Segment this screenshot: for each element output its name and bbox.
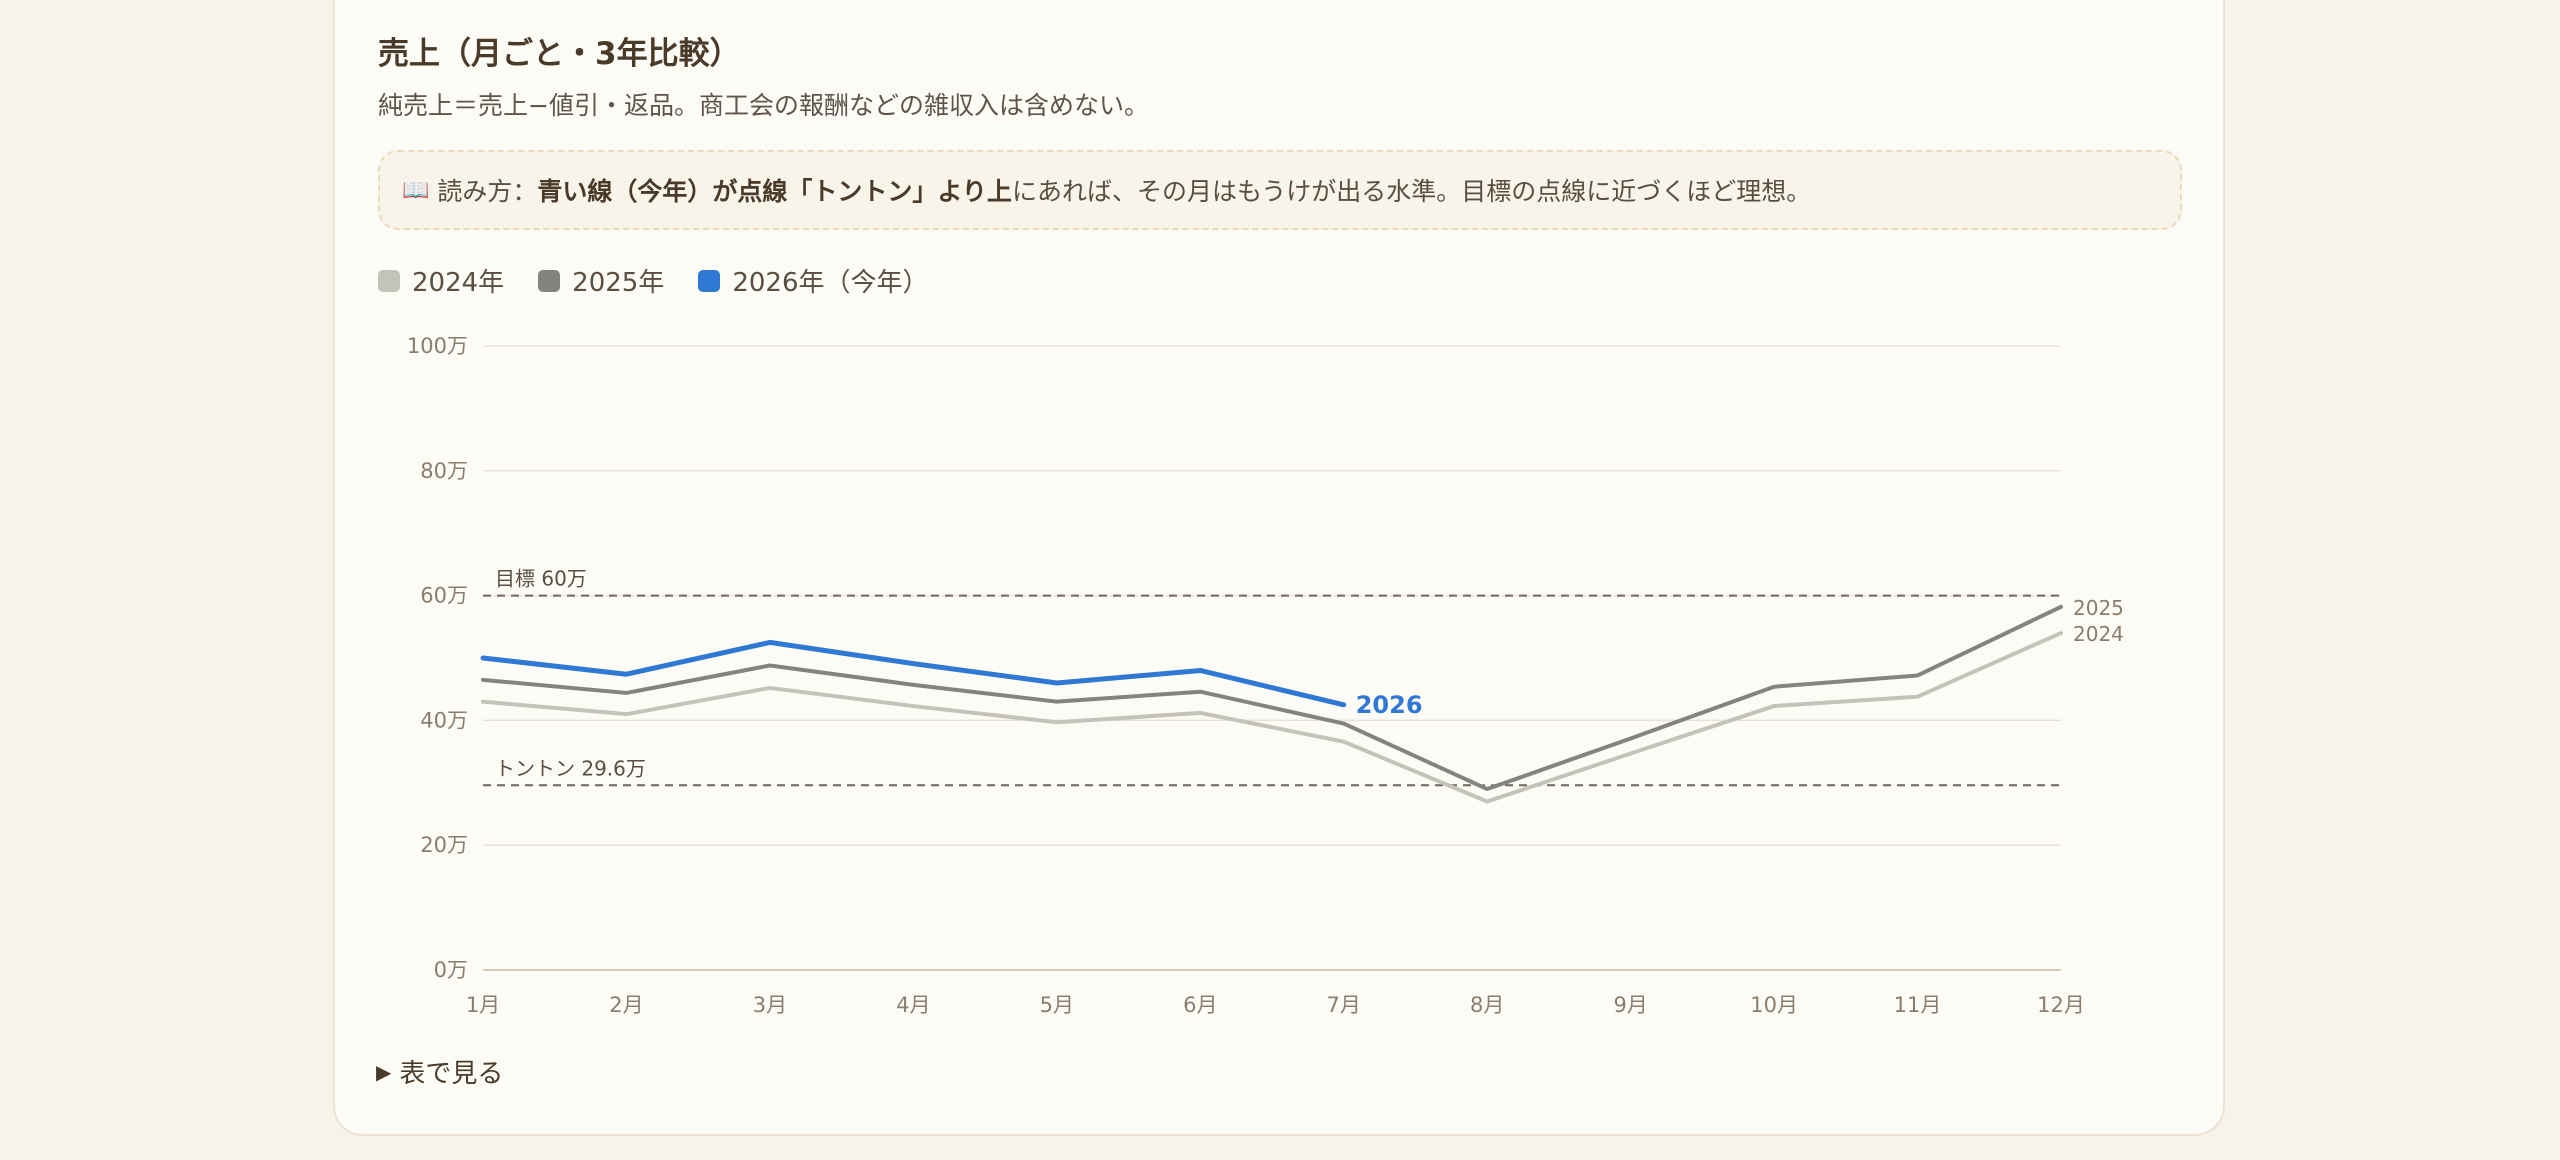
legend-item-2024[interactable]: 2024年 [378,262,504,299]
card-subtitle: 純売上＝売上−値引・返品。商工会の報酬などの雑収入は含めない。 [378,91,1149,120]
y-tick-label: 60万 [420,584,468,608]
open-book-icon: 📖 [402,177,430,203]
card-title: 売上（月ごと・3年比較） [378,36,741,72]
show-table-label: 表で見る [399,1059,504,1089]
x-tick-label: 1月 [466,993,500,1017]
series-end-label: 2024 [2073,622,2124,646]
hint-prefix: 読み方： [437,177,538,206]
x-tick-label: 6月 [1183,993,1217,1017]
x-tick-label: 12月 [2037,993,2085,1017]
hint-rest: にあれば、その月はもうけが出る水準。目標の点線に近づくほど理想。 [1011,177,1812,206]
legend-item-2025[interactable]: 2025年 [538,262,664,299]
triangle-right-icon: ▶ [376,1059,392,1084]
x-tick-label: 10月 [1750,993,1798,1017]
y-tick-label: 0万 [434,958,468,982]
legend-label-2025: 2025年 [572,268,665,298]
y-tick-label: 20万 [420,833,468,857]
series-end-label: 2026 [1356,691,1423,719]
legend-swatch-2026 [698,269,721,292]
series-line-2024 [481,631,2063,804]
legend-item-2026[interactable]: 2026年（今年） [698,262,929,299]
x-tick-label: 8月 [1470,993,1504,1017]
legend-label-2026: 2026年（今年） [732,268,929,298]
x-tick-label: 4月 [896,993,930,1017]
legend-swatch-2025 [538,269,561,292]
reading-hint-box: 📖 読み方： 青い線（今年）が点線「トントン」より上 にあれば、その月はもうけが… [378,150,2182,230]
x-tick-label: 7月 [1327,993,1361,1017]
y-tick-label: 80万 [420,459,468,483]
x-tick-label: 11月 [1894,993,1942,1017]
y-tick-label: 100万 [407,334,468,358]
series-end-label: 2025 [2073,596,2124,620]
x-tick-label: 2月 [609,993,643,1017]
x-tick-label: 3月 [753,993,787,1017]
hint-bold: 青い線（今年）が点線「トントン」より上 [537,177,1012,206]
x-tick-label: 5月 [1040,993,1074,1017]
series-line-2026 [480,639,1347,708]
chart-legend: 2024年 2025年 2026年（今年） [378,262,963,299]
legend-swatch-2024 [378,269,400,292]
reference-line-label: トントン 29.6万 [495,756,646,780]
show-table-toggle[interactable]: ▶ 表で見る [376,1053,503,1090]
series-line-2025 [481,604,2063,792]
y-tick-label: 40万 [420,708,468,732]
x-tick-label: 9月 [1613,993,1647,1017]
reference-line-label: 目標 60万 [495,567,587,591]
legend-label-2024: 2024年 [412,268,505,298]
